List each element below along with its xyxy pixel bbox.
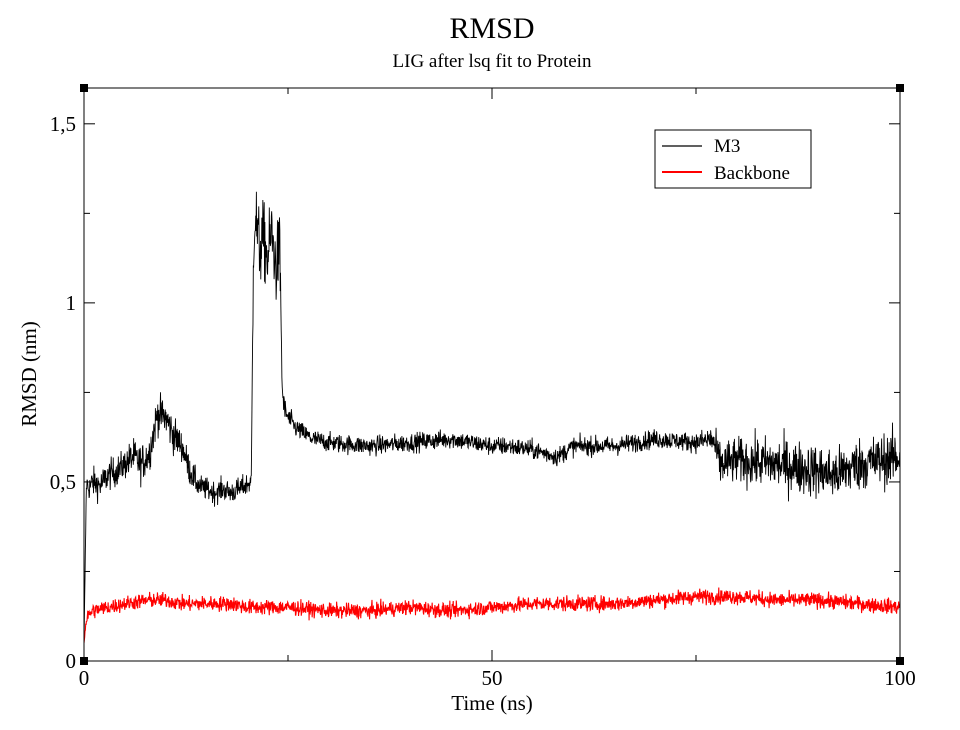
x-tick-label: 100	[884, 666, 916, 690]
series-line-m3	[84, 191, 900, 644]
y-tick-label: 0,5	[50, 470, 76, 494]
legend: M3 Backbone	[654, 129, 812, 189]
legend-label-m3: M3	[714, 136, 740, 157]
legend-label-backbone: Backbone	[714, 163, 790, 184]
x-tick-label: 50	[482, 666, 503, 690]
legend-box	[654, 129, 812, 189]
chart-title: RMSD	[449, 12, 534, 45]
series-layer	[84, 191, 900, 644]
x-tick-label: 0	[79, 666, 90, 690]
y-tick-label: 0	[66, 649, 77, 673]
y-tick-label: 1,5	[50, 112, 76, 136]
y-tick-label: 1	[66, 291, 77, 315]
series-line-backbone	[84, 587, 900, 644]
x-axis-label: Time (ns)	[451, 691, 533, 715]
axis-ticks: 0 50 100 0 0,5 1 1,5	[50, 88, 916, 690]
plot-area	[84, 191, 900, 644]
chart-subtitle: LIG after lsq fit to Protein	[393, 51, 592, 72]
y-axis-label: RMSD (nm)	[17, 321, 41, 427]
